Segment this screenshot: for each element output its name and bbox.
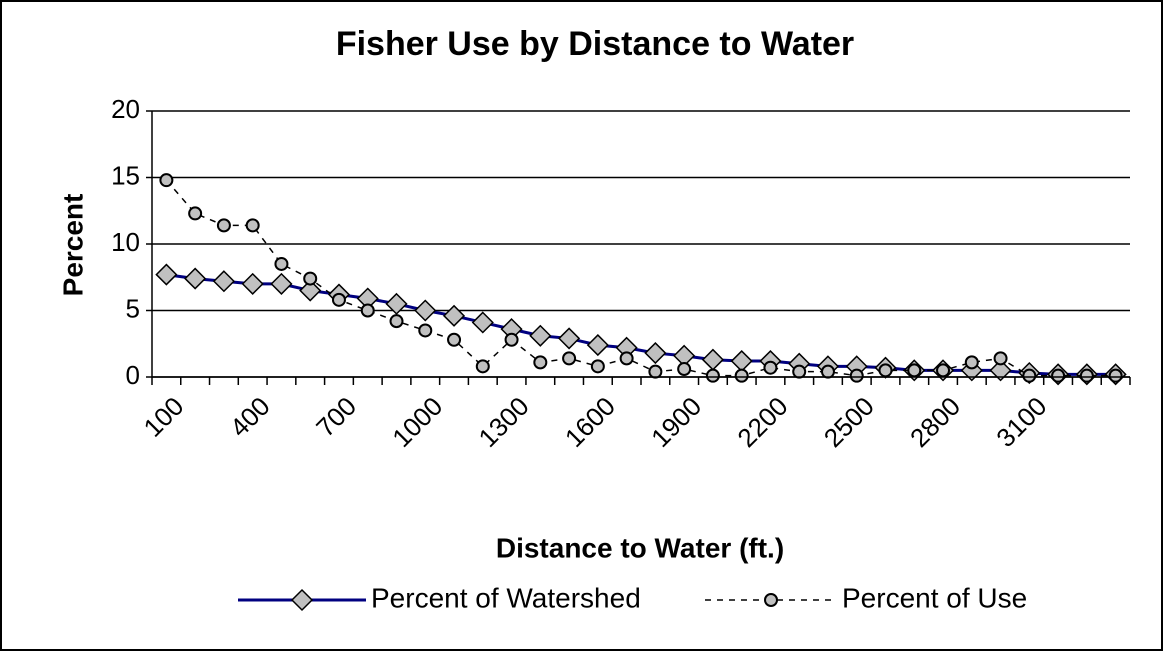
diamond-marker	[471, 311, 494, 334]
circle-marker	[159, 173, 174, 188]
diamond-marker	[558, 327, 581, 350]
circle-marker	[360, 303, 375, 318]
circle-marker	[1022, 368, 1037, 383]
circle-marker	[936, 363, 951, 378]
y-tick-label: 10	[111, 227, 140, 257]
circle-marker	[1051, 368, 1066, 383]
y-axis-label: Percent	[57, 194, 88, 297]
circle-marker	[590, 359, 605, 374]
circle-marker	[993, 351, 1008, 366]
circle-marker	[734, 368, 749, 383]
circle-marker	[849, 368, 864, 383]
x-axis-label: Distance to Water (ft.)	[496, 532, 784, 563]
circle-marker	[475, 359, 490, 374]
circle-marker	[763, 360, 778, 375]
legend-marker	[290, 588, 314, 612]
diamond-marker	[385, 292, 408, 315]
diamond-marker	[414, 299, 437, 322]
diamond-marker	[989, 359, 1012, 382]
series-line	[166, 273, 1116, 376]
diamond-marker	[644, 341, 667, 365]
circle-marker	[274, 256, 289, 271]
circle-marker	[648, 364, 663, 379]
circle-marker	[619, 351, 634, 366]
circle-marker	[1108, 368, 1123, 383]
diamond-marker	[529, 324, 552, 347]
diamond-marker	[184, 267, 207, 290]
legend-marker	[764, 593, 778, 607]
circle-marker	[1079, 368, 1094, 383]
y-tick-label: 20	[111, 94, 140, 124]
circle-marker	[447, 332, 462, 347]
circle-marker	[389, 314, 404, 329]
diamond-marker	[442, 304, 466, 327]
circle-marker	[878, 363, 893, 378]
circle-marker	[216, 218, 231, 233]
diamond-marker	[155, 263, 178, 286]
y-tick-label: 5	[126, 293, 140, 323]
legend-label: Percent of Watershed	[371, 582, 641, 613]
diamond-marker	[270, 272, 293, 295]
circle-marker	[964, 355, 979, 370]
legend-label: Percent of Use	[842, 582, 1027, 613]
diamond-marker	[212, 270, 235, 293]
circle-marker	[792, 364, 807, 379]
diamond-marker	[241, 272, 264, 295]
circle-marker	[533, 355, 548, 370]
circle-marker	[504, 332, 519, 347]
y-tick-label: 0	[126, 360, 140, 390]
circle-marker	[820, 364, 835, 379]
circle-marker	[907, 363, 922, 378]
circle-marker	[705, 368, 720, 383]
circle-marker	[331, 292, 346, 307]
y-tick-label: 15	[111, 160, 140, 190]
circle-marker	[188, 206, 203, 221]
circle-marker	[677, 362, 692, 377]
circle-marker	[418, 323, 433, 338]
circle-marker	[245, 218, 260, 233]
circle-marker	[562, 351, 577, 366]
diamond-marker	[299, 279, 322, 302]
chart-title: Fisher Use by Distance to Water	[336, 25, 854, 63]
diamond-marker	[586, 334, 609, 357]
circle-marker	[303, 271, 318, 286]
